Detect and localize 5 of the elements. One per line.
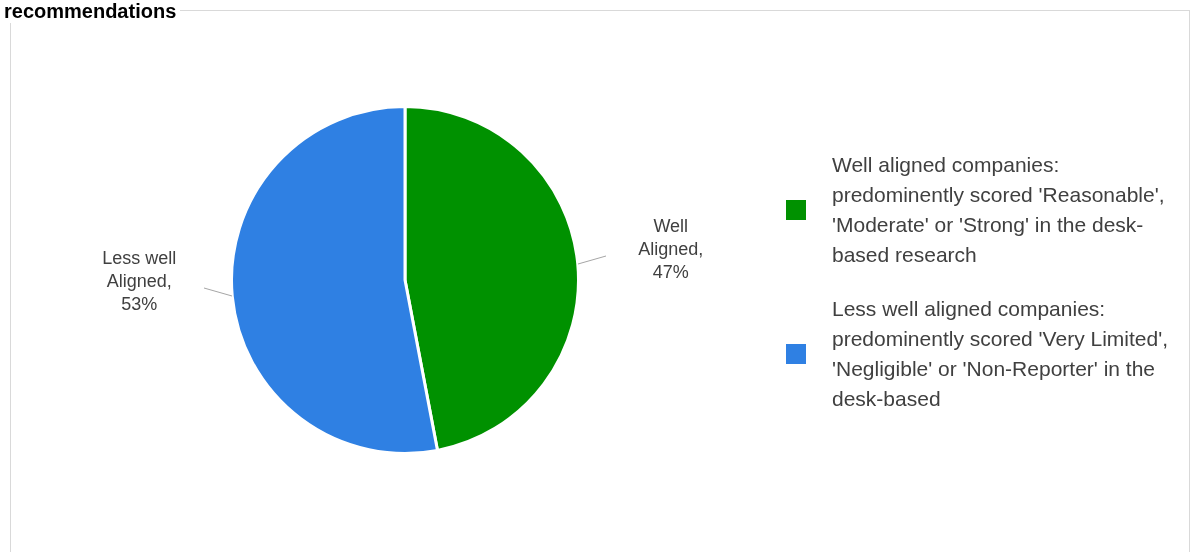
data-label: Less well Aligned, 53% xyxy=(102,248,177,315)
chart-title: recommendations xyxy=(4,0,181,23)
legend-label: Well aligned companies: predominently scored 'Reasonable', 'Moderate' or 'Strong' in the desk-based research xyxy=(832,152,1166,268)
legend-label: Less well aligned companies: predominently scored 'Very Limited', 'Negligible' or 'Non-Reporter' in the desk-based xyxy=(832,296,1169,412)
data-label: Well Aligned, 47% xyxy=(638,215,704,282)
